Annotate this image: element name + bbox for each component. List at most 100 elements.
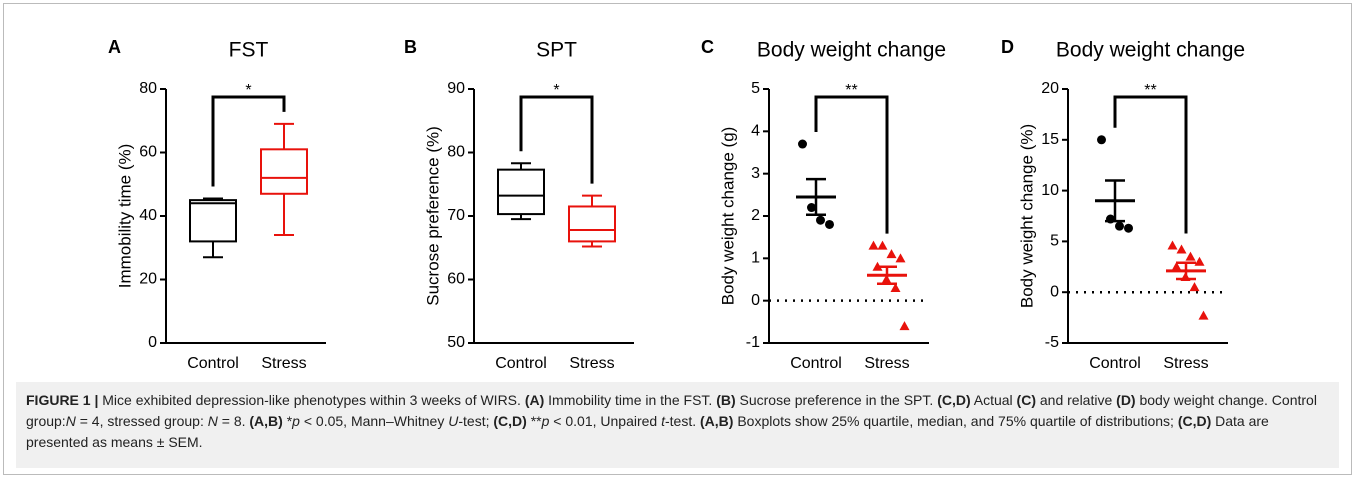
significance-bracket (519, 95, 594, 184)
box (189, 199, 237, 243)
y-tick-label: 2 (751, 207, 760, 224)
y-tick-label: 40 (139, 207, 157, 224)
y-tick-label: 0 (148, 334, 157, 351)
x-tick-label: Control (790, 355, 842, 372)
point (1176, 244, 1187, 254)
y-tick-label: 10 (1041, 182, 1059, 199)
y-tick-label: 90 (447, 80, 465, 97)
box (568, 205, 616, 243)
y-tick-label: 0 (751, 292, 760, 309)
caption-text: (A,B) (249, 413, 283, 429)
point (816, 215, 825, 225)
x-tick-label: Stress (864, 355, 909, 372)
caption-text: * (282, 413, 293, 429)
caption: FIGURE 1 | Mice exhibited depression-lik… (16, 382, 1339, 468)
caption-text: (B) (716, 392, 736, 408)
significance-bracket (211, 95, 286, 187)
y-tick-label: 15 (1041, 131, 1059, 148)
chart-title: Body weight change (1056, 39, 1245, 62)
caption-text: (C,D) (493, 413, 527, 429)
panel-letter: A (108, 37, 121, 57)
x-tick-label: Control (495, 355, 547, 372)
y-tick-label: 20 (1041, 80, 1059, 97)
significance-bracket (1113, 95, 1188, 234)
caption-text: (C) (1016, 392, 1036, 408)
y-axis-label: Sucrose preference (%) (423, 126, 442, 306)
caption-text: = 8. (217, 413, 250, 429)
point (1115, 221, 1124, 231)
y-axis-label: Body weight change (g) (718, 127, 737, 306)
x-tick-label: Stress (261, 355, 306, 372)
caption-text: N (65, 413, 76, 429)
y-tick-label: 5 (751, 80, 760, 97)
panel-letter: D (1001, 37, 1014, 57)
caption-text: (A,B) (700, 413, 734, 429)
point (890, 282, 901, 292)
caption-text: (C,D) (1177, 413, 1212, 429)
caption-text: Sucrose preference in the SPT. (735, 392, 938, 408)
panel-letter: B (404, 37, 417, 57)
y-tick-label: -1 (746, 334, 760, 351)
y-tick-label: 70 (447, 207, 465, 224)
point (1097, 135, 1106, 145)
point (1171, 261, 1182, 271)
significance-label: ** (1144, 82, 1156, 99)
caption-text: Actual (970, 392, 1017, 408)
caption-text: and relative (1035, 392, 1117, 408)
caption-text: t (661, 413, 665, 429)
y-tick-label: 60 (447, 271, 465, 288)
box (497, 168, 545, 216)
caption-text: p (292, 413, 300, 429)
y-tick-label: 4 (751, 123, 760, 140)
box (260, 148, 308, 195)
point (1194, 256, 1205, 266)
caption-text: Data are presented as means ± SEM. (26, 413, 1269, 450)
caption-text: ** (526, 413, 542, 429)
x-tick-label: Stress (1163, 355, 1208, 372)
caption-text: -test. (664, 413, 700, 429)
point (1185, 251, 1196, 261)
chart-title: SPT (536, 39, 577, 62)
chart-title: FST (229, 39, 269, 62)
point (798, 139, 807, 149)
caption-text: -test; (458, 413, 494, 429)
chart-title: Body weight change (757, 39, 946, 62)
y-tick-label: 80 (139, 80, 157, 97)
caption-text: Immobility time in the FST. (544, 392, 717, 408)
point (807, 203, 816, 213)
point (1124, 223, 1133, 233)
y-tick-label: 0 (1050, 283, 1059, 300)
caption-text: = 4, stressed group: (75, 413, 208, 429)
caption-text: Mice exhibited depression-like phenotype… (98, 392, 525, 408)
caption-text: FIGURE 1 | (26, 392, 99, 408)
point (899, 321, 910, 331)
panel-letter: C (701, 37, 714, 57)
point (1198, 310, 1209, 320)
y-tick-label: 50 (447, 334, 465, 351)
point (825, 219, 834, 229)
x-tick-label: Stress (569, 355, 614, 372)
caption-text: < 0.01, Unpaired (549, 413, 662, 429)
point (895, 253, 906, 263)
caption-text: (C,D) (937, 392, 971, 408)
y-axis-label: Body weight change (%) (1017, 124, 1036, 308)
y-tick-label: 80 (447, 144, 465, 161)
significance-label: ** (845, 82, 857, 99)
y-tick-label: 5 (1050, 233, 1059, 250)
y-axis-label: Immobility time (%) (115, 144, 134, 289)
caption-text: (A) (524, 392, 545, 408)
point (1189, 282, 1200, 292)
significance-bracket (814, 95, 889, 234)
x-tick-label: Control (1089, 355, 1141, 372)
figure: A FST Immobility time (%) 0 20 40 60 80 Control S… (3, 3, 1352, 475)
caption-text: N (207, 413, 218, 429)
point (886, 249, 897, 259)
x-tick-label: Control (187, 355, 239, 372)
y-tick-label: 3 (751, 165, 760, 182)
y-tick-label: 20 (139, 271, 157, 288)
y-tick-label: 1 (751, 250, 760, 267)
point (1167, 240, 1178, 250)
caption-text: (D) (1116, 392, 1136, 408)
caption-text: < 0.05, Mann–Whitney (299, 413, 449, 429)
